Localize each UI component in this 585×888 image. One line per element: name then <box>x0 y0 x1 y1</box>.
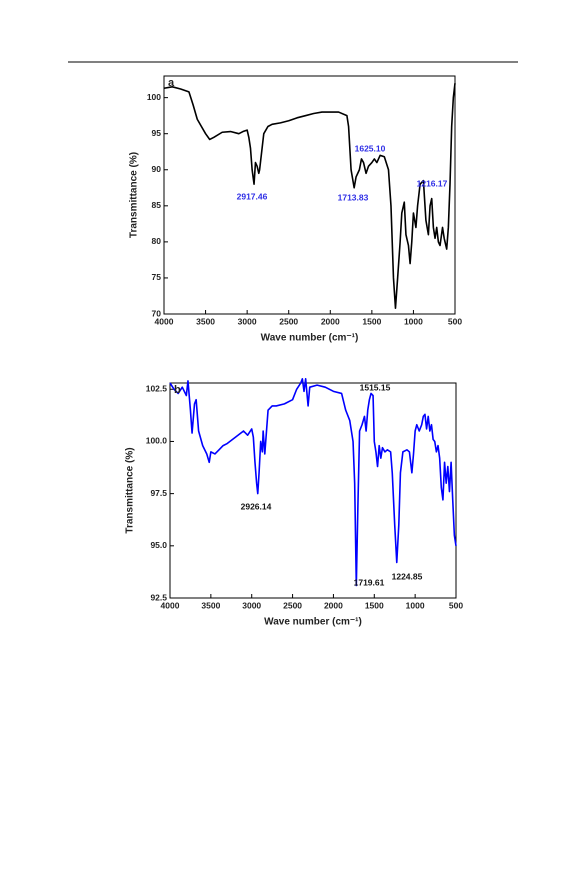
x-tick-label: 3000 <box>238 316 257 326</box>
x-tick-label: 1000 <box>406 600 425 610</box>
panel-label: b <box>174 384 181 396</box>
peak-annotation: 1625.10 <box>355 143 386 153</box>
x-tick-label: 500 <box>449 600 463 610</box>
y-tick-label: 85 <box>152 200 162 210</box>
y-tick-label: 97.5 <box>150 488 167 498</box>
y-tick-label: 100.0 <box>146 436 168 446</box>
x-tick-label: 3500 <box>196 316 215 326</box>
y-tick-label: 80 <box>152 236 162 246</box>
x-tick-label: 1500 <box>362 316 381 326</box>
x-tick-label: 1000 <box>404 316 423 326</box>
y-tick-label: 92.5 <box>150 592 167 602</box>
peak-annotation: 1515.15 <box>360 382 391 392</box>
y-tick-label: 100 <box>147 92 161 102</box>
y-tick-label: 75 <box>152 272 162 282</box>
x-axis-title: Wave number (cm⁻¹) <box>261 333 359 344</box>
y-tick-label: 90 <box>152 164 162 174</box>
peak-annotation: 2926.14 <box>241 501 272 511</box>
x-tick-label: 500 <box>448 316 462 326</box>
spectrum-line <box>169 378 457 587</box>
x-tick-label: 4000 <box>161 600 180 610</box>
peak-annotation: 1224.85 <box>392 571 423 581</box>
peak-annotation: 2917.46 <box>237 191 268 201</box>
x-tick-label: 1500 <box>365 600 384 610</box>
x-tick-label: 2500 <box>283 600 302 610</box>
y-tick-label: 95.0 <box>150 540 167 550</box>
plot-frame <box>163 75 456 315</box>
y-tick-label: 70 <box>152 308 162 318</box>
peak-annotation: 1216.17 <box>417 178 448 188</box>
x-tick-label: 3500 <box>201 600 220 610</box>
panel-label: a <box>168 77 175 89</box>
peak-annotation: 1713.83 <box>338 192 369 202</box>
x-tick-label: 4000 <box>155 316 174 326</box>
y-axis-title: Transmittance (%) <box>125 447 136 533</box>
y-tick-label: 95 <box>152 128 162 138</box>
plot-frame <box>169 382 457 599</box>
y-tick-label: 102.5 <box>146 384 168 394</box>
x-tick-label: 2000 <box>324 600 343 610</box>
peak-annotation: 1719.61 <box>354 577 385 587</box>
x-tick-label: 2500 <box>279 316 298 326</box>
spectrum-line <box>163 83 456 310</box>
y-axis-title: Transmittance (%) <box>129 152 140 238</box>
x-tick-label: 3000 <box>242 600 261 610</box>
x-tick-label: 2000 <box>321 316 340 326</box>
x-axis-title: Wave number (cm⁻¹) <box>264 617 362 628</box>
